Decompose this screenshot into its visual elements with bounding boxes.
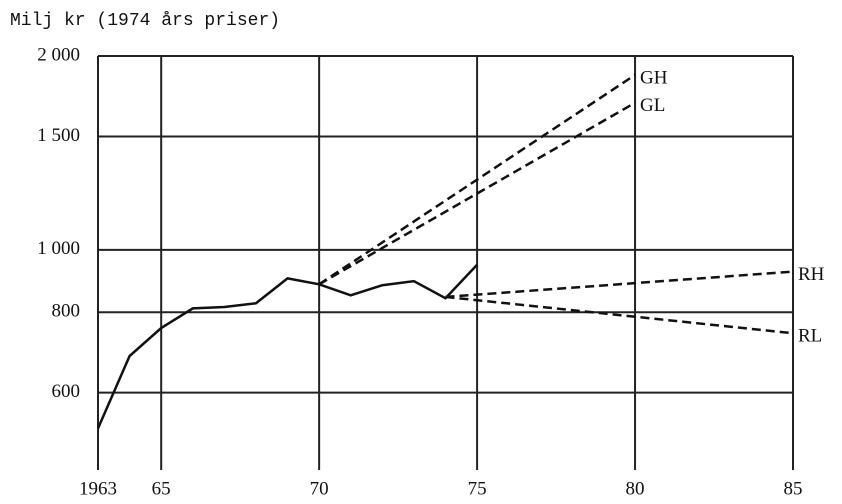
line bbox=[318, 73, 636, 286]
y-tick-label: 800 bbox=[52, 301, 81, 322]
line bbox=[445, 295, 794, 335]
series-label: GH bbox=[640, 67, 668, 88]
y-tick-label: 2 000 bbox=[37, 44, 80, 65]
x-tick-label: 85 bbox=[784, 478, 803, 499]
series-label: RH bbox=[798, 264, 825, 285]
y-tick-label: 1 000 bbox=[37, 238, 80, 259]
line bbox=[445, 270, 794, 299]
y-tick-label: 1 500 bbox=[37, 125, 80, 146]
line bbox=[96, 263, 479, 429]
x-tick-label: 65 bbox=[152, 478, 171, 499]
line bbox=[318, 101, 636, 286]
x-tick-label: 70 bbox=[310, 478, 329, 499]
y-axis-label: Milj kr (1974 års priser) bbox=[10, 11, 280, 31]
series-label: GL bbox=[640, 95, 665, 116]
x-tick-label: 1963 bbox=[79, 478, 117, 499]
y-tick-label: 600 bbox=[52, 381, 81, 402]
series-label: RL bbox=[798, 326, 822, 347]
x-tick-label: 75 bbox=[468, 478, 487, 499]
x-tick-label: 80 bbox=[626, 478, 645, 499]
